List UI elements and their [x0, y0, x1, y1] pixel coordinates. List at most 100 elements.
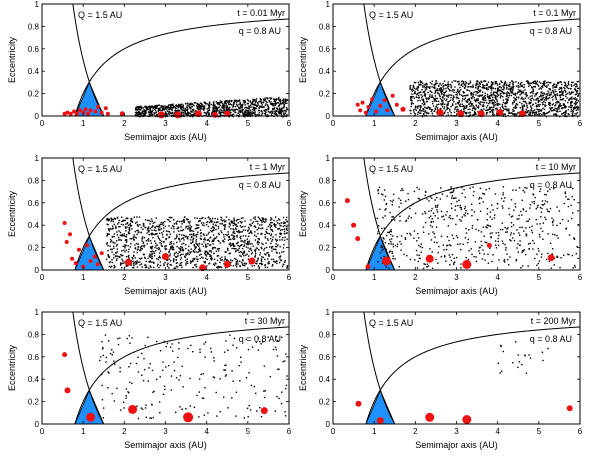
planetesimal-dot	[460, 248, 462, 251]
planetesimal-dot	[412, 95, 414, 98]
planetesimal-dot	[464, 215, 466, 217]
planetesimal-dot	[205, 224, 208, 226]
planetesimal-dot	[240, 217, 243, 220]
planetesimal-dot	[224, 106, 226, 108]
planetesimal-dot	[500, 80, 502, 82]
planetesimal-dot	[151, 234, 153, 236]
planetesimal-dot	[127, 231, 130, 233]
planetesimal-dot	[551, 220, 554, 223]
planetesimal-dot	[539, 206, 542, 209]
planetesimal-dot	[458, 84, 460, 86]
planetesimal-dot	[461, 103, 463, 105]
planetesimal-dot	[506, 108, 508, 110]
planetesimal-dot	[163, 385, 166, 387]
planetesimal-dot	[388, 267, 390, 269]
planetesimal-dot	[482, 226, 485, 228]
planetesimal-dot	[199, 237, 202, 240]
planetesimal-dot	[421, 115, 424, 118]
planetesimal-dot	[143, 246, 145, 248]
planetesimal-dot	[561, 93, 564, 95]
planetesimal-dot	[227, 249, 229, 252]
planetesimal-dot	[391, 219, 393, 221]
planetesimal-dot	[239, 380, 241, 382]
planetesimal-dot	[479, 85, 481, 88]
planetesimal-dot	[529, 82, 532, 84]
planetesimal-dot	[158, 225, 160, 228]
planetesimal-dot	[188, 226, 190, 228]
planetesimal-dot	[541, 207, 543, 210]
planetesimal-dot	[385, 202, 388, 205]
planetesimal-dot	[428, 106, 430, 109]
planetesimal-dot	[480, 95, 482, 97]
planetesimal-dot	[241, 244, 243, 246]
planetesimal-dot	[574, 98, 576, 101]
planetesimal-dot	[568, 99, 570, 102]
planetesimal-dot	[136, 230, 138, 232]
curve-q-label: q = 0.8 AU	[239, 180, 281, 190]
planetesimal-dot	[436, 226, 438, 228]
planetesimal-dot	[414, 82, 416, 84]
planetesimal-dot	[483, 108, 485, 110]
planetesimal-dot	[429, 248, 431, 250]
y-tick-label: 1	[35, 0, 40, 9]
planetesimal-dot	[260, 105, 262, 108]
planetesimal-dot	[475, 85, 477, 87]
planetesimal-dot	[116, 231, 118, 233]
planetesimal-dot	[483, 105, 485, 107]
planetesimal-dot	[536, 92, 539, 94]
planetesimal-dot	[123, 219, 125, 221]
planetesimal-dot	[522, 189, 524, 192]
planetesimal-dot	[502, 207, 504, 209]
embryo-marker	[400, 106, 406, 112]
planetesimal-dot	[519, 90, 521, 92]
planetesimal-dot	[104, 334, 107, 336]
planetesimal-dot	[140, 114, 143, 116]
planetesimal-dot	[479, 81, 481, 84]
planetesimal-dot	[440, 255, 443, 258]
planetesimal-dot	[268, 262, 270, 265]
planetesimal-dot	[422, 86, 424, 88]
planetesimal-dot	[118, 219, 120, 222]
planetesimal-dot	[264, 264, 267, 266]
planetesimal-dot	[265, 103, 267, 105]
planetesimal-dot	[260, 259, 263, 261]
planetesimal-dot	[162, 222, 164, 224]
planetesimal-dot	[443, 85, 445, 87]
planetesimal-dot	[282, 98, 285, 100]
planetesimal-dot	[276, 260, 278, 262]
planetesimal-dot	[436, 104, 438, 106]
planetesimal-dot	[224, 256, 226, 258]
planetesimal-dot	[564, 191, 566, 193]
planetesimal-dot	[181, 243, 183, 245]
planetesimal-dot	[199, 104, 201, 107]
x-tick-label: 5	[537, 119, 542, 128]
planetesimal-dot	[430, 221, 432, 224]
planetesimal-dot	[244, 101, 247, 103]
planetesimal-dot	[564, 85, 566, 87]
planetesimal-dot	[213, 227, 215, 229]
planetesimal-dot	[123, 262, 125, 264]
x-tick-label: 3	[163, 273, 168, 282]
planetesimal-dot	[567, 101, 569, 104]
planetesimal-dot	[277, 228, 279, 230]
planetesimal-dot	[399, 215, 401, 218]
planetesimal-dot	[211, 221, 213, 223]
planetesimal-dot	[200, 106, 202, 108]
planetesimal-dot	[464, 85, 467, 88]
planetesimal-dot	[218, 110, 221, 113]
planetesimal-dot	[219, 115, 221, 118]
planetesimal-dot	[500, 95, 502, 98]
planetesimal-dot	[136, 266, 139, 268]
planetesimal-dot	[568, 98, 570, 100]
planetesimal-dot	[250, 231, 252, 233]
planetesimal-dot	[284, 98, 287, 100]
planetesimal-dot	[200, 232, 202, 235]
y-axis-label: Eccentricity	[298, 36, 308, 83]
planetesimal-dot	[233, 217, 235, 219]
planetesimal-dot	[173, 254, 175, 256]
planetesimal-dot	[574, 88, 577, 90]
planetesimal-dot	[388, 243, 390, 245]
planetesimal-dot	[230, 228, 232, 230]
planetesimal-dot	[216, 415, 218, 417]
planetesimal-dot	[477, 83, 479, 86]
